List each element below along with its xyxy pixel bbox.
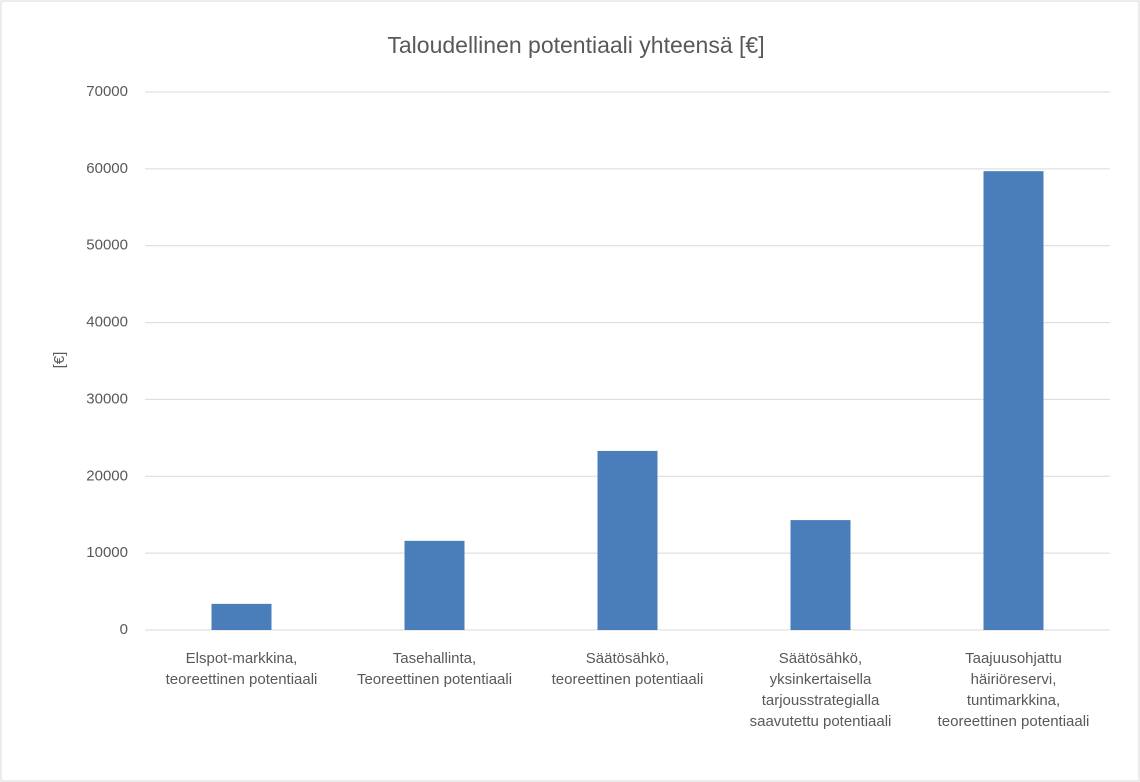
y-tick-label: 70000: [86, 83, 128, 100]
bar: [983, 171, 1044, 631]
y-tick-label: 10000: [86, 544, 128, 561]
y-tick-label: 50000: [86, 237, 128, 254]
chart-title: Taloudellinen potentiaali yhteensä [€]: [387, 32, 764, 58]
x-tick-label: Elspot-markkina, teoreettinen potentiaal…: [165, 650, 318, 688]
y-tick-label: 30000: [86, 390, 128, 407]
y-tick-label: 40000: [86, 314, 128, 331]
x-tick-label: Tasehallinta, Teoreettinen potentiaali: [356, 650, 513, 688]
x-tick-label: Säätösähkö, teoreettinen potentiaali: [551, 650, 704, 688]
y-tick-label: 20000: [86, 467, 128, 484]
x-tick-label: Säätösähkö, yksinkertaisella tarjousstra…: [749, 650, 892, 730]
bar: [404, 540, 465, 630]
x-tick-label: Taajuusohjattu häiriöreservi, tuntimarkk…: [937, 650, 1090, 730]
bar: [597, 450, 658, 630]
y-tick-label: 0: [120, 621, 128, 638]
y-axis-label: [€]: [51, 352, 68, 369]
bar: [211, 603, 272, 630]
bar: [790, 520, 851, 630]
y-tick-label: 60000: [86, 160, 128, 177]
